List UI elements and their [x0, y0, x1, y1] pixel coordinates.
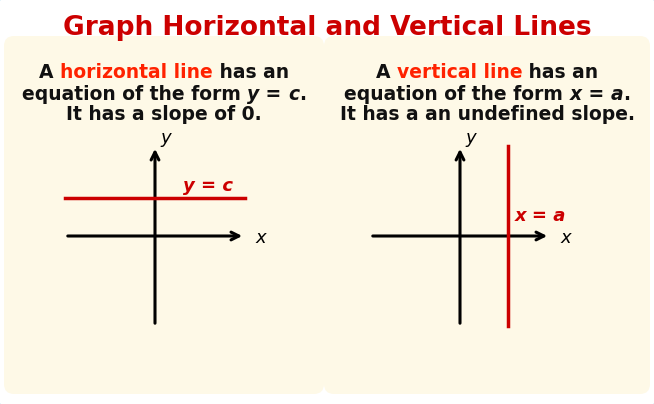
Text: y: y [160, 129, 171, 147]
Text: equation of the form: equation of the form [22, 84, 247, 103]
Text: y = c: y = c [183, 177, 233, 195]
Text: x: x [570, 84, 581, 103]
Text: x: x [560, 229, 571, 247]
FancyBboxPatch shape [324, 36, 650, 394]
Text: It has a slope of 0.: It has a slope of 0. [66, 105, 262, 124]
Text: vertical line: vertical line [396, 63, 523, 82]
Text: horizontal line: horizontal line [60, 63, 213, 82]
FancyBboxPatch shape [4, 36, 324, 394]
Text: A: A [39, 63, 60, 82]
Text: a: a [610, 84, 623, 103]
Text: A: A [375, 63, 396, 82]
Text: has an: has an [523, 63, 598, 82]
Text: has an: has an [213, 63, 289, 82]
Text: x: x [255, 229, 266, 247]
Text: .: . [623, 84, 630, 103]
Text: .: . [300, 84, 306, 103]
Text: y: y [465, 129, 475, 147]
Text: =: = [260, 84, 288, 103]
Text: Graph Horizontal and Vertical Lines: Graph Horizontal and Vertical Lines [63, 15, 591, 41]
Text: equation of the form: equation of the form [344, 84, 570, 103]
Text: x = a: x = a [515, 207, 566, 225]
Text: It has a an undefined slope.: It has a an undefined slope. [339, 105, 634, 124]
Text: c: c [288, 84, 300, 103]
Text: =: = [581, 84, 610, 103]
Text: y: y [247, 84, 260, 103]
